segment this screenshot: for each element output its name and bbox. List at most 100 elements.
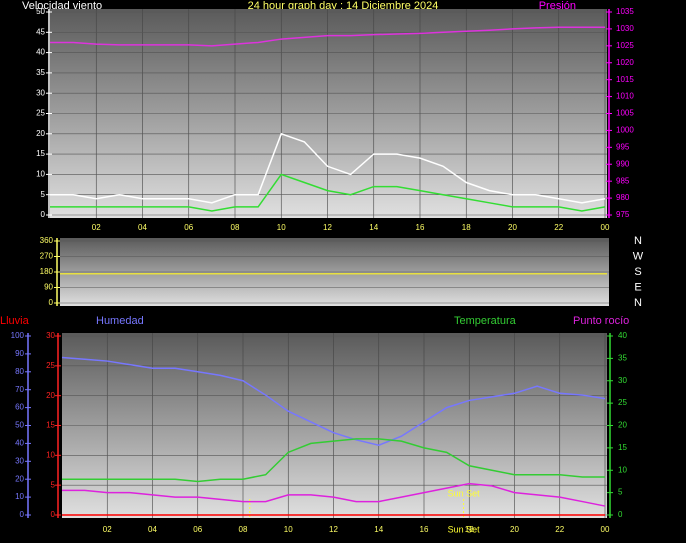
x-tick-label: 02 — [103, 525, 112, 534]
series-name: Lluvia — [0, 315, 30, 327]
x-tick-label: 04 — [138, 223, 147, 232]
y-tick-label: 270 — [40, 252, 54, 261]
y2-tick-label: 985 — [616, 176, 630, 185]
x-tick-label: 08 — [231, 223, 240, 232]
event-label: Sun Set — [448, 524, 481, 534]
y-label: Velocidad viento — [22, 0, 102, 12]
event-label: Sun Set — [448, 488, 481, 498]
x-tick-label: 20 — [510, 525, 519, 534]
series-line — [62, 482, 606, 507]
y-tick-label: 0 — [49, 298, 54, 307]
y2-tick-label: 35 — [618, 353, 627, 362]
x-tick-label: 00 — [601, 223, 610, 232]
y2-tick-label: 1030 — [616, 24, 634, 33]
series-line — [62, 438, 605, 483]
y-tick-label: 25 — [46, 361, 55, 370]
series-line — [61, 356, 606, 446]
y-tick-label: 0 — [41, 210, 46, 219]
y2-tick-label: 1025 — [616, 41, 634, 50]
x-tick-label: 16 — [416, 223, 425, 232]
y2-tick-label: 975 — [616, 210, 630, 219]
y3-tick-label: 30 — [15, 456, 24, 465]
y2-tick-label: 5 — [618, 488, 623, 497]
y2-tick-label: 990 — [616, 159, 630, 168]
y-tick-label: 35 — [36, 68, 45, 77]
y2-tick-label: N — [634, 235, 642, 247]
y2-tick-label: E — [634, 281, 641, 293]
y3-tick-label: 100 — [11, 331, 25, 340]
y2-tick-label: 40 — [618, 331, 627, 340]
y2-tick-label: N — [634, 297, 642, 309]
y-tick-label: 25 — [36, 109, 45, 118]
x-tick-label: 02 — [92, 223, 101, 232]
y-tick-label: 15 — [46, 421, 55, 430]
y2-tick-label: 10 — [618, 465, 627, 474]
x-tick-label: 14 — [374, 525, 383, 534]
x-tick-label: 06 — [184, 223, 193, 232]
y-tick-label: 0 — [51, 510, 56, 519]
x-tick-label: 14 — [369, 223, 378, 232]
x-tick-label: 12 — [323, 223, 332, 232]
series-line — [50, 173, 606, 212]
y2-tick-label: 20 — [618, 421, 627, 430]
y-tick-label: 30 — [46, 331, 55, 340]
y3-tick-label: 80 — [15, 367, 24, 376]
y2-tick-label: 30 — [618, 376, 627, 385]
y-tick-label: 5 — [51, 480, 56, 489]
chart-title: 24 hour graph day : 14 Diciembre 2024 — [248, 0, 439, 12]
y-tick-label: 30 — [36, 88, 45, 97]
x-tick-label: 18 — [465, 525, 474, 534]
y3-tick-label: 70 — [15, 385, 24, 394]
y-tick-label: 20 — [36, 129, 45, 138]
y3-tick-label: 40 — [15, 439, 24, 448]
y3-tick-label: 10 — [15, 492, 24, 501]
y-tick-label: 10 — [36, 170, 45, 179]
x-tick-label: 08 — [239, 525, 248, 534]
series-line — [50, 132, 606, 204]
y2-tick-label: 1000 — [616, 126, 634, 135]
y-tick-label: 10 — [46, 450, 55, 459]
y-tick-label: 50 — [36, 7, 45, 16]
y2-tick-label: 0 — [618, 510, 623, 519]
x-tick-label: 16 — [420, 525, 429, 534]
series-line — [50, 26, 605, 47]
y2-tick-label: 1035 — [616, 7, 634, 16]
x-tick-label: 18 — [462, 223, 471, 232]
y-tick-label: 40 — [36, 48, 45, 57]
series-name: Humedad — [96, 315, 144, 327]
series-name: Temperatura — [454, 315, 517, 327]
y3-tick-label: 90 — [15, 349, 24, 358]
x-tick-label: 22 — [555, 525, 564, 534]
y-tick-label: 5 — [41, 190, 46, 199]
y-tick-label: 15 — [36, 149, 45, 158]
x-tick-label: 10 — [277, 223, 286, 232]
y-tick-label: 180 — [40, 267, 54, 276]
y2-tick-label: 1005 — [616, 109, 634, 118]
y2-tick-label: S — [634, 266, 641, 278]
x-tick-label: 06 — [193, 525, 202, 534]
y2-tick-label: 15 — [618, 443, 627, 452]
y2-tick-label: 1010 — [616, 92, 634, 101]
y-tick-label: 20 — [46, 391, 55, 400]
series-name: Punto rocío — [573, 315, 629, 327]
y-tick-label: 90 — [44, 283, 53, 292]
y2-tick-label: 1020 — [616, 58, 634, 67]
y2-tick-label: W — [633, 250, 644, 262]
x-tick-label: 04 — [148, 525, 157, 534]
x-tick-label: 20 — [508, 223, 517, 232]
y3-tick-label: 60 — [15, 403, 24, 412]
x-tick-label: 12 — [329, 525, 338, 534]
x-tick-label: 00 — [601, 525, 610, 534]
y2-tick-label: 980 — [616, 193, 630, 202]
y2-tick-label: 995 — [616, 142, 630, 151]
y-tick-label: 45 — [36, 27, 45, 36]
y3-tick-label: 20 — [15, 474, 24, 483]
y3-tick-label: 0 — [20, 510, 25, 519]
y3-tick-label: 50 — [15, 421, 24, 430]
x-tick-label: 22 — [554, 223, 563, 232]
x-tick-label: 10 — [284, 525, 293, 534]
y-tick-label: 360 — [40, 236, 54, 245]
y2-tick-label: 25 — [618, 398, 627, 407]
y2-label: Presión — [539, 0, 576, 12]
